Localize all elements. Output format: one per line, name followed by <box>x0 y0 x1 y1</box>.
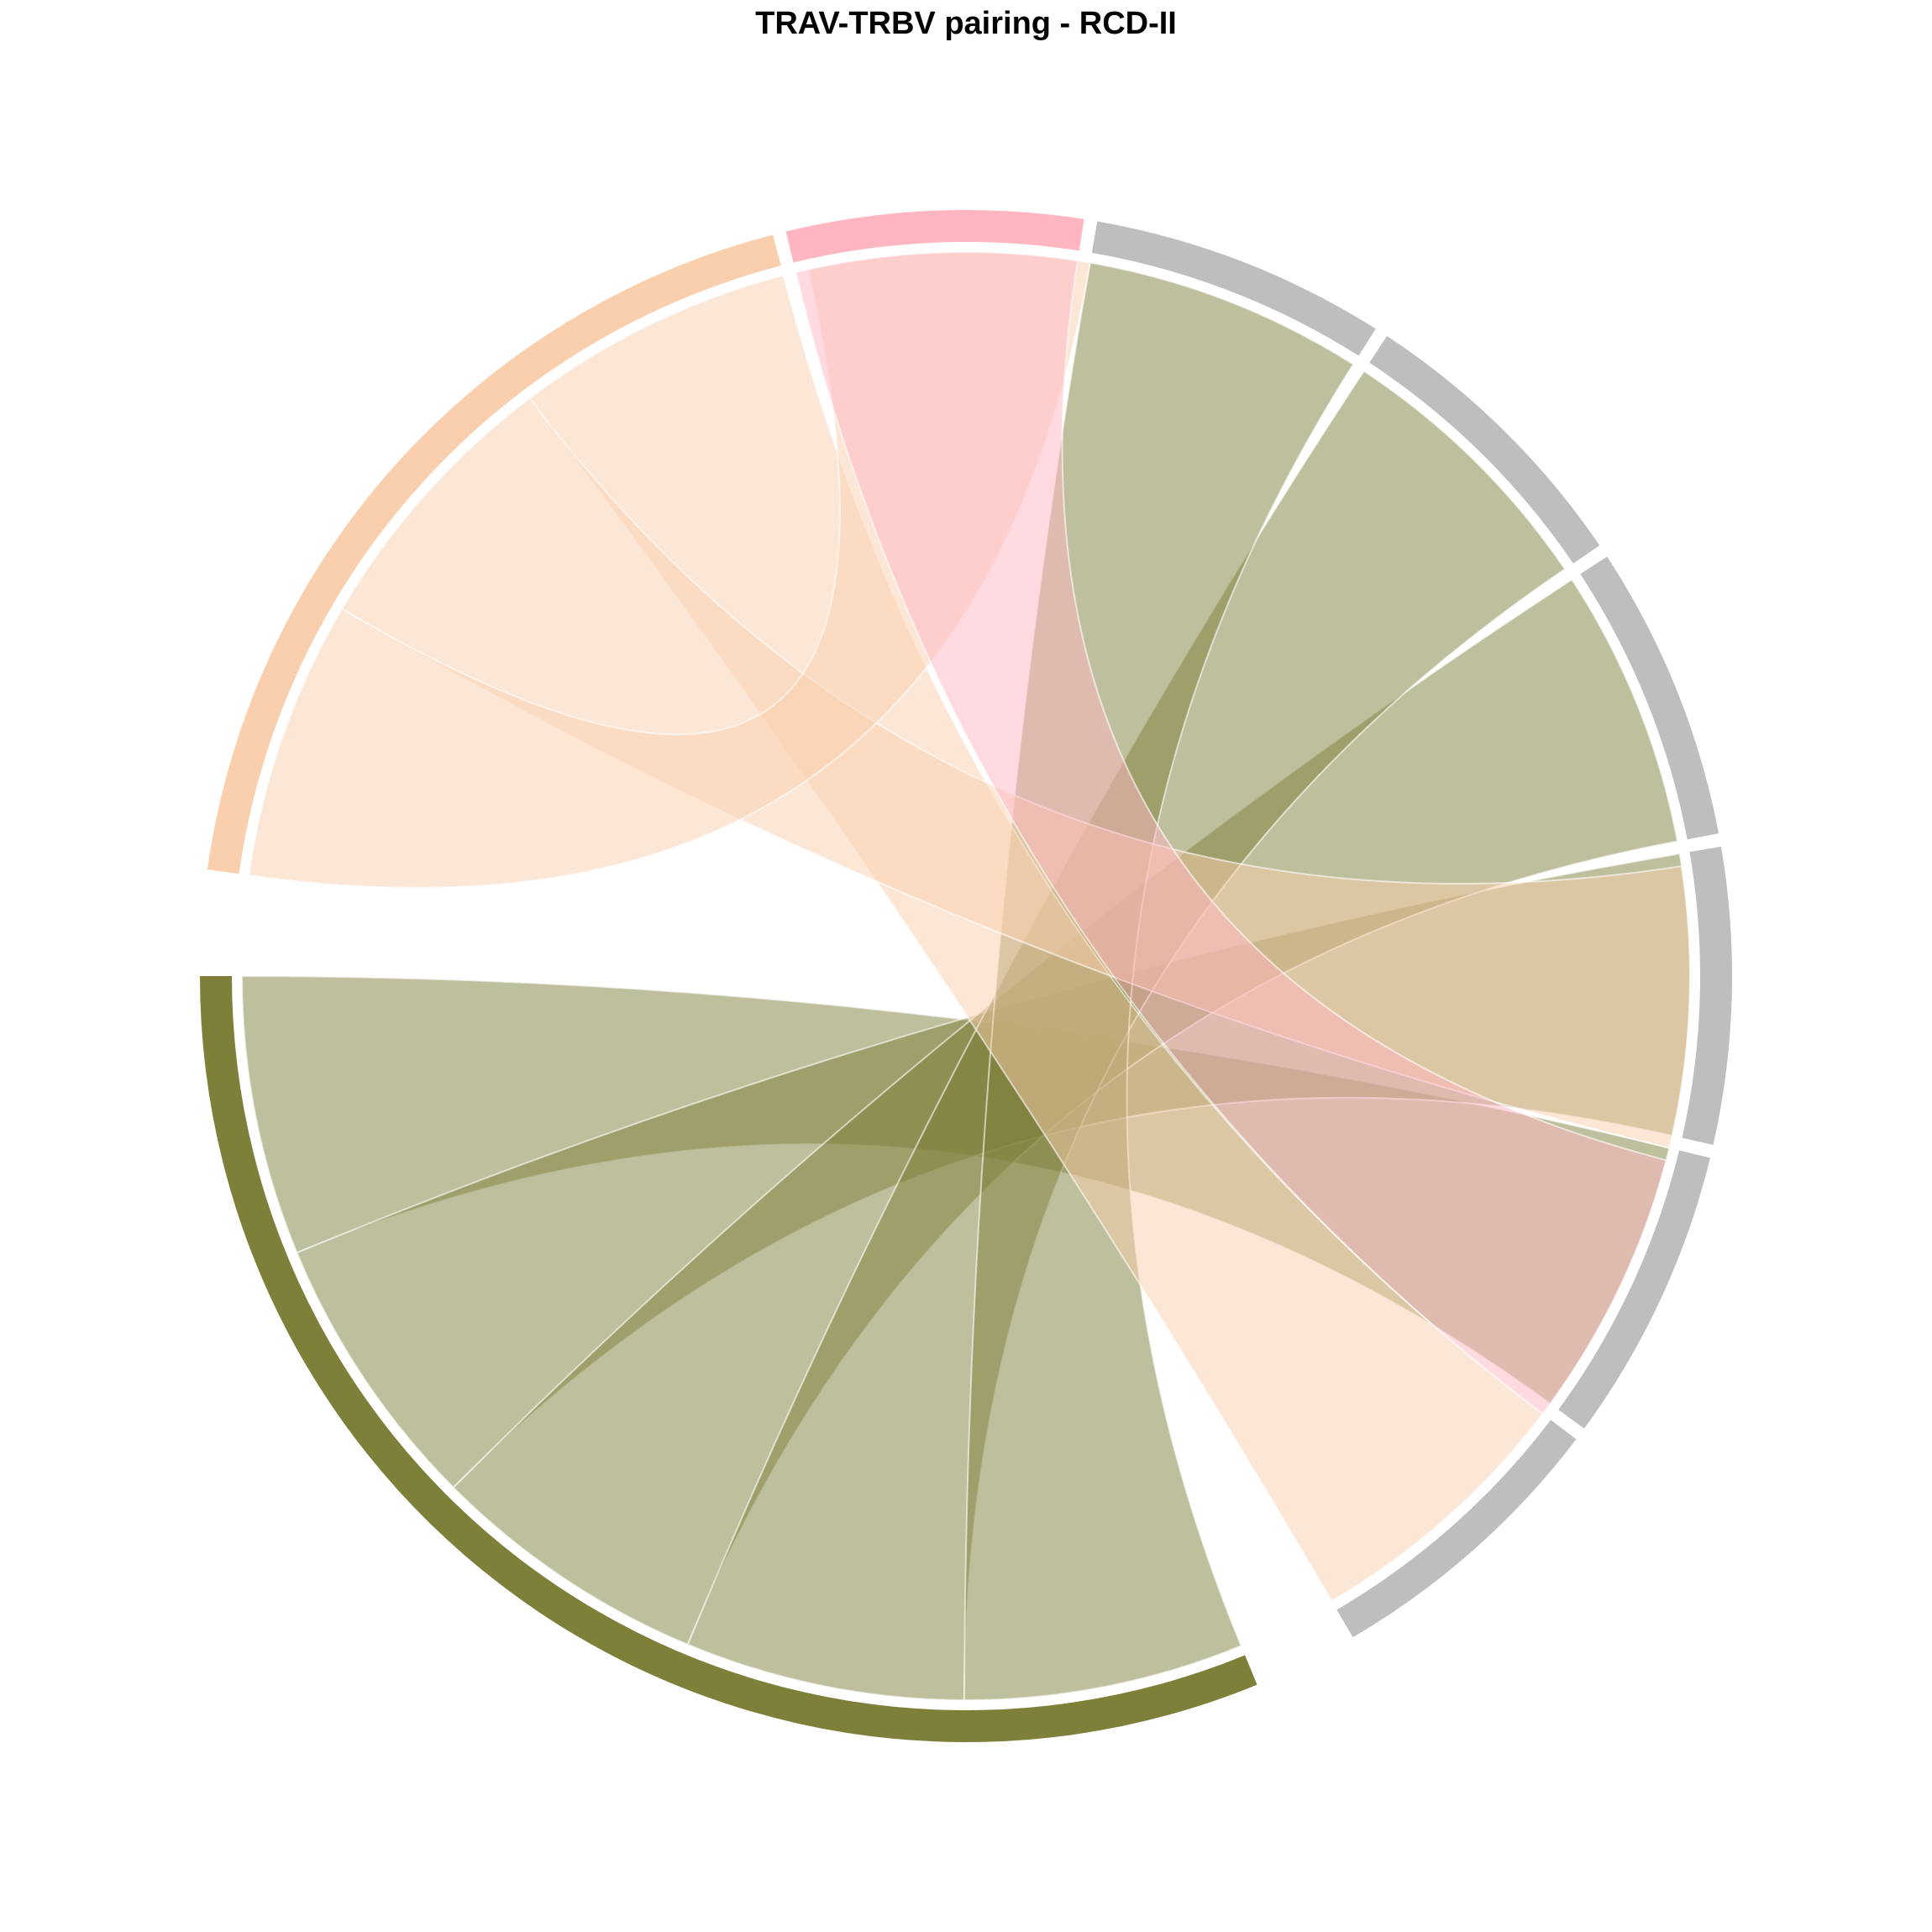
chord-sectors <box>200 209 1732 1743</box>
sector-arc-7 <box>785 209 1084 263</box>
sector-arc-6 <box>1091 221 1376 356</box>
sector-arc-0 <box>200 976 1257 1743</box>
chord-link-8 <box>795 251 1667 1415</box>
sector-arc-4 <box>1580 556 1719 840</box>
chord-links <box>240 251 1691 1702</box>
sector-arc-5 <box>1369 336 1600 564</box>
chart-title: TRAV-TRBV pairing - RCD-II <box>755 6 1177 41</box>
sector-arc-3 <box>1682 846 1732 1146</box>
sector-arc-2 <box>1558 1150 1710 1429</box>
sector-arc-1 <box>1336 1420 1577 1638</box>
